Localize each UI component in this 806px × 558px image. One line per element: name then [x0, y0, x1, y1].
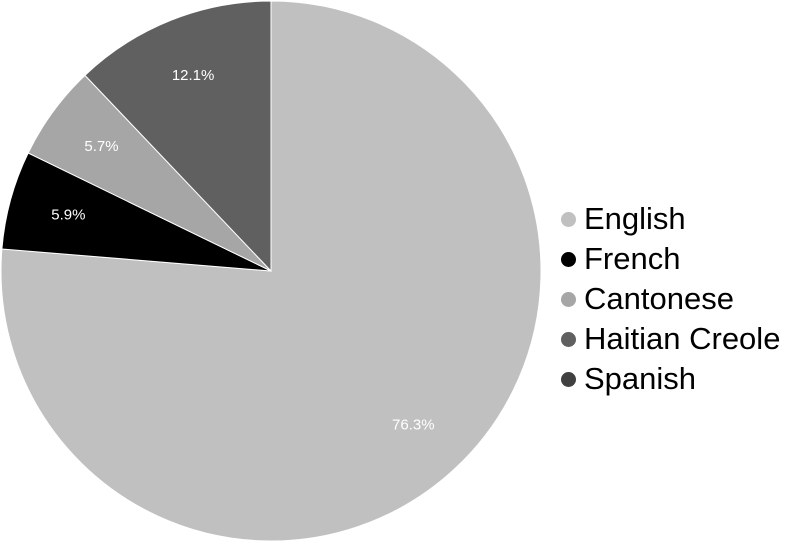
legend-swatch-spanish — [561, 371, 576, 387]
slice-label-cantonese: 5.7% — [84, 138, 118, 155]
legend: English French Cantonese Haitian Creole … — [561, 199, 780, 399]
legend-label-cantonese: Cantonese — [584, 281, 734, 316]
legend-swatch-english — [561, 211, 576, 227]
legend-item-english: English — [561, 199, 780, 239]
pie-slice-labels: 76.3% 5.9% 5.7% 12.1% — [51, 67, 434, 433]
pie-slice-haitian-creole — [84, 0, 272, 273]
legend-label-english: English — [584, 201, 686, 236]
legend-label-french: French — [584, 241, 681, 276]
legend-swatch-haitian-creole — [561, 331, 576, 347]
legend-label-haitian-creole: Haitian Creole — [584, 321, 781, 356]
slice-label-haitian-creole: 12.1% — [172, 67, 215, 84]
legend-item-cantonese: Cantonese — [561, 279, 780, 319]
slice-label-french: 5.9% — [51, 207, 85, 224]
legend-item-haitian-creole: Haitian Creole — [561, 319, 780, 359]
legend-label-spanish: Spanish — [584, 361, 697, 396]
legend-item-spanish: Spanish — [561, 359, 780, 399]
legend-swatch-cantonese — [561, 291, 576, 307]
pie-slices — [0, 0, 542, 542]
slice-label-english: 76.3% — [392, 416, 435, 433]
legend-item-french: French — [561, 239, 780, 279]
legend-swatch-french — [561, 251, 576, 267]
